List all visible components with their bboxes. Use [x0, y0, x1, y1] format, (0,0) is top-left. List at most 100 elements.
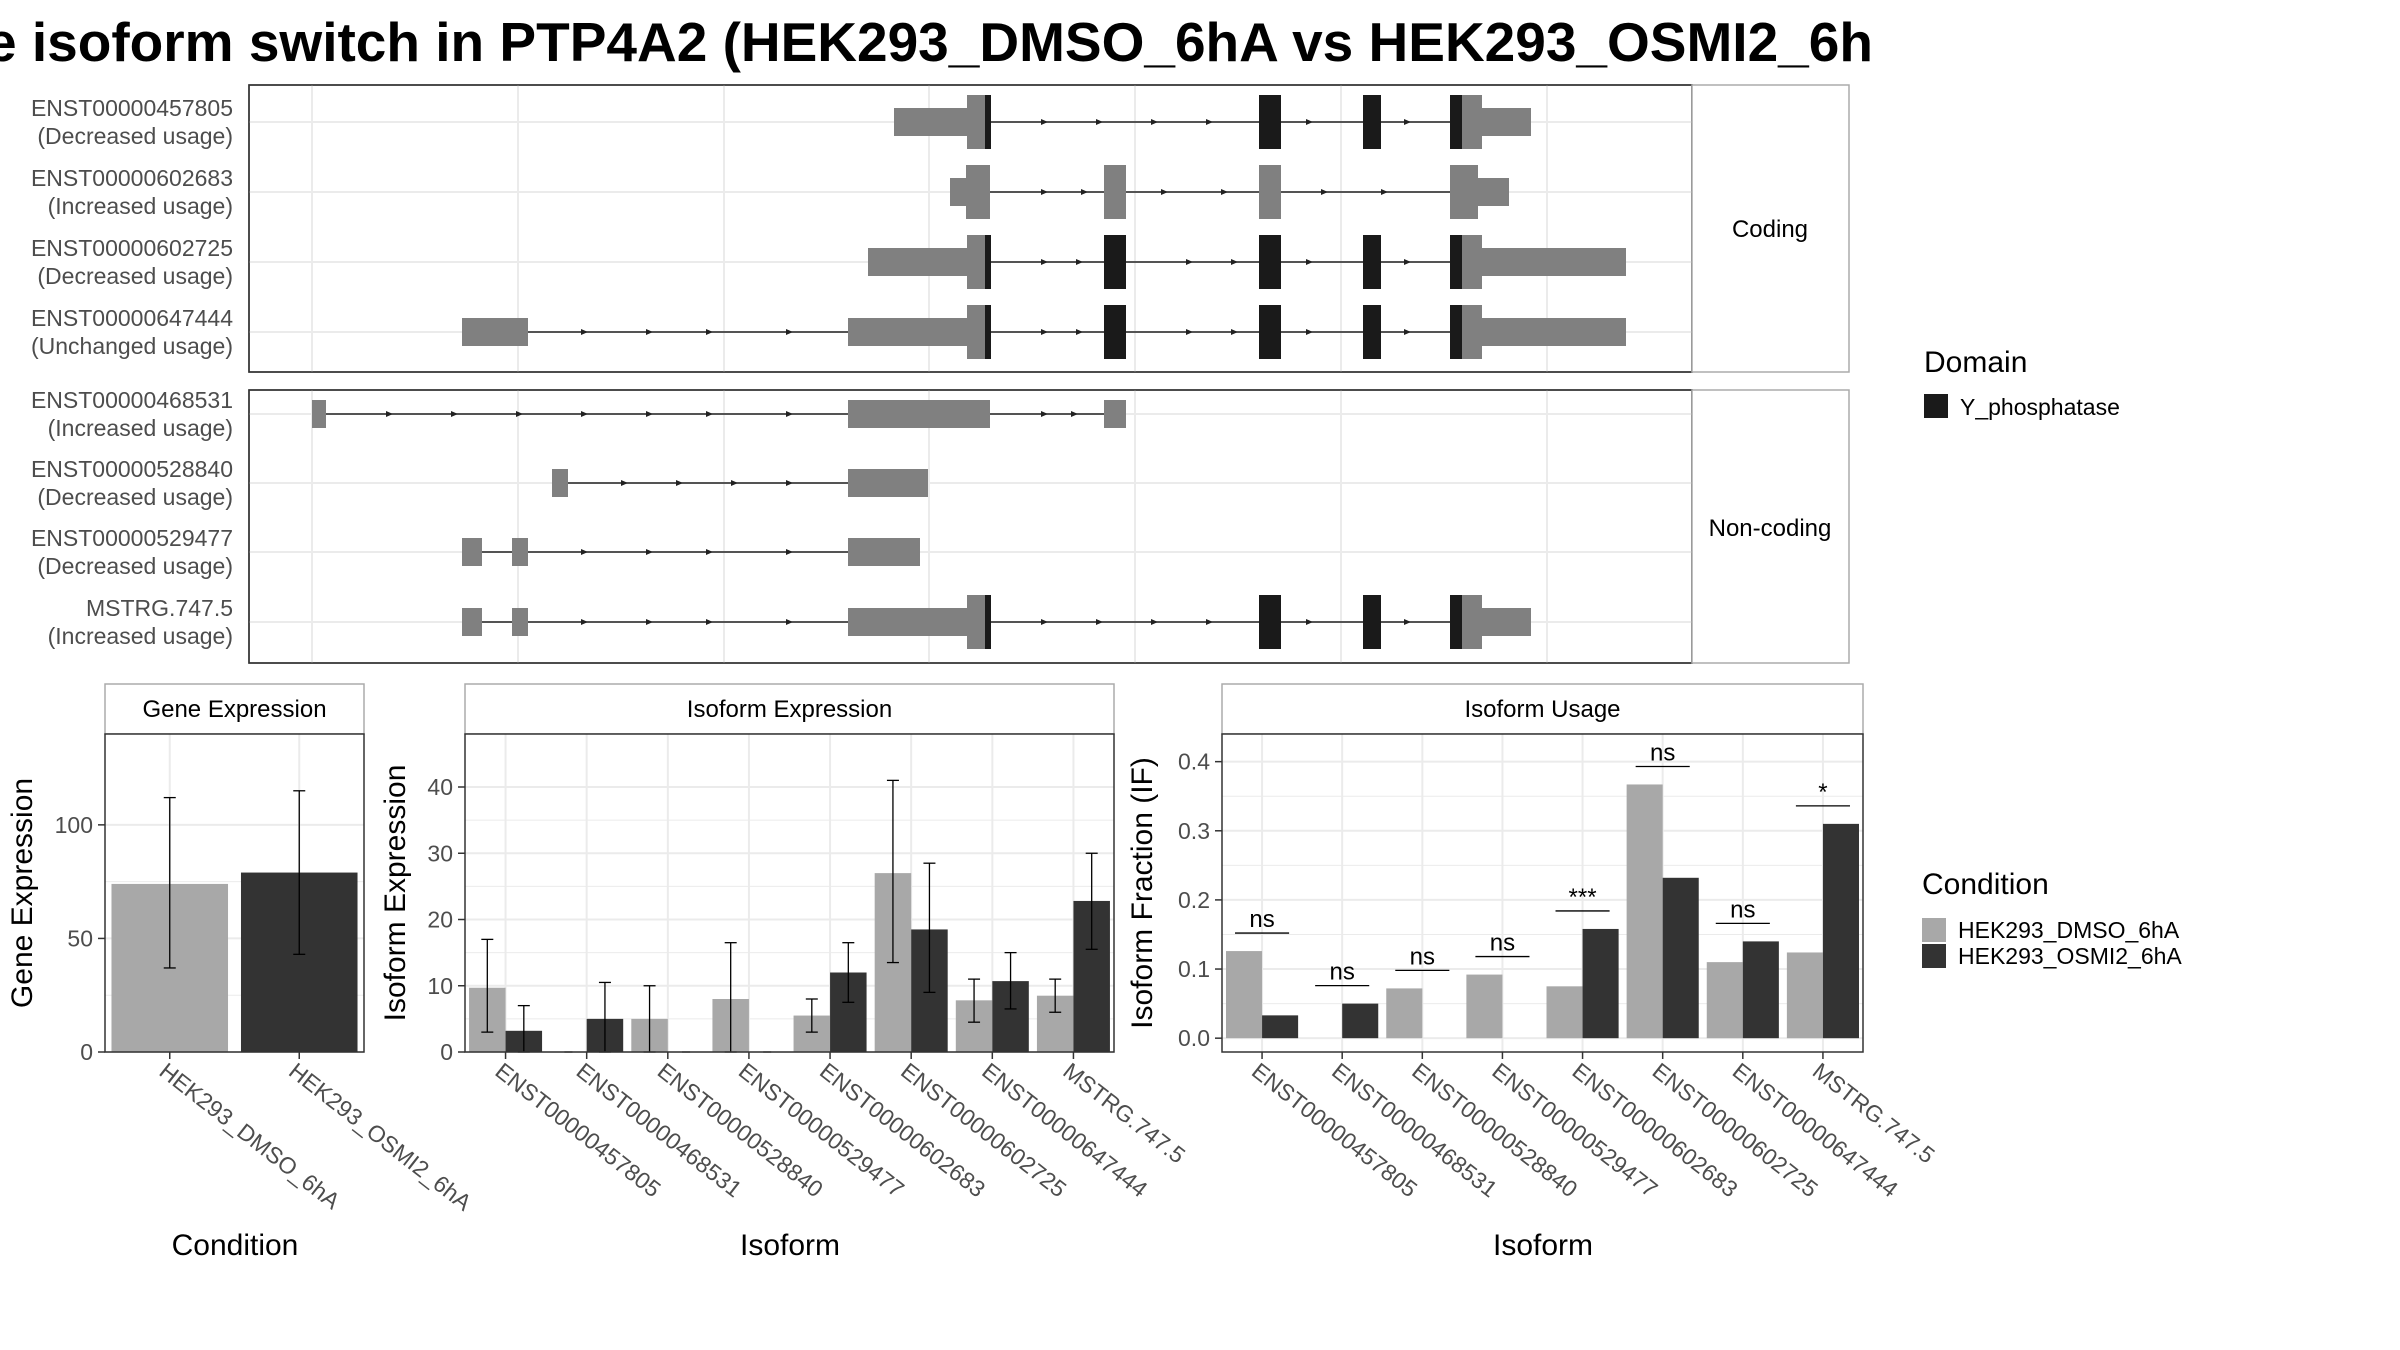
chart-strip — [1221, 683, 1864, 735]
exon — [967, 305, 989, 359]
transcript-usage-label: (Increased usage) — [48, 415, 233, 441]
domain-legend-label: Y_phosphatase — [1960, 394, 2120, 420]
strand-arrow — [581, 619, 588, 625]
exon — [1104, 400, 1126, 428]
y-tick-label: 0.1 — [1178, 956, 1210, 982]
significance-label: ns — [1650, 739, 1675, 766]
strand-arrow — [1076, 329, 1083, 335]
x-axis-title: Condition — [172, 1229, 299, 1262]
transcript-usage-label: (Decreased usage) — [37, 553, 233, 579]
strand-arrow — [1381, 189, 1388, 195]
condition-legend-title: Condition — [1922, 868, 2049, 901]
group-label: Non-coding — [1709, 515, 1832, 542]
domain-legend-title: Domain — [1924, 346, 2027, 379]
transcript-usage-label: (Decreased usage) — [37, 263, 233, 289]
bar — [1262, 1015, 1299, 1039]
y-tick-label: 20 — [427, 907, 453, 933]
strand-arrow — [1041, 411, 1048, 417]
exon — [966, 165, 990, 219]
strand-arrow — [1041, 259, 1048, 265]
transcript-id-label: MSTRG.747.5 — [86, 595, 233, 621]
strand-arrow — [786, 549, 793, 555]
strand-arrow — [786, 619, 793, 625]
coding-strip — [1691, 84, 1850, 373]
strand-arrow — [1041, 119, 1048, 125]
domain-exon — [985, 595, 991, 649]
strand-arrow — [1231, 259, 1238, 265]
bar — [1342, 1003, 1379, 1039]
significance-label: ns — [1249, 906, 1274, 933]
exon — [552, 469, 568, 497]
y-axis-title: Isoform Fraction (IF) — [1126, 757, 1159, 1029]
transcript-id-label: ENST00000529477 — [31, 525, 233, 551]
strand-arrow — [516, 411, 523, 417]
chart-strip — [104, 683, 365, 735]
strand-arrow — [1076, 259, 1083, 265]
strand-arrow — [786, 480, 793, 486]
x-axis-title: Isoform — [740, 1229, 840, 1262]
condition-legend-label: HEK293_OSMI2_6hA — [1958, 943, 2182, 969]
chart-panel-border — [104, 733, 365, 1053]
domain-exon — [1450, 235, 1464, 289]
exon — [1478, 108, 1531, 136]
domain-exon — [1259, 305, 1281, 359]
domain-exon — [1363, 305, 1381, 359]
y-axis-title: Isoform Expression — [379, 765, 412, 1022]
chart-title: Isoform Usage — [1464, 696, 1620, 723]
strand-arrow — [706, 549, 713, 555]
transcript-id-label: ENST00000602725 — [31, 235, 233, 261]
strand-arrow — [1206, 119, 1213, 125]
exon — [312, 400, 326, 428]
exon — [512, 608, 528, 636]
domain-exon — [1104, 305, 1126, 359]
chart-panel-border — [464, 733, 1115, 1053]
chart-title: Isoform Expression — [687, 696, 892, 723]
strand-arrow — [1404, 329, 1411, 335]
bar — [1822, 823, 1859, 1039]
strand-arrow — [1306, 329, 1313, 335]
exon — [1478, 608, 1531, 636]
significance-label: * — [1818, 779, 1827, 806]
noncoding-strip — [1691, 389, 1850, 664]
strand-arrow — [1404, 619, 1411, 625]
bar — [1466, 974, 1503, 1039]
exon — [462, 608, 482, 636]
domain-exon — [1363, 595, 1381, 649]
strand-arrow — [1151, 119, 1158, 125]
strand-arrow — [1231, 329, 1238, 335]
strand-arrow — [1186, 259, 1193, 265]
transcript-id-label: ENST00000602683 — [31, 165, 233, 191]
transcript-usage-label: (Increased usage) — [48, 193, 233, 219]
strand-arrow — [1404, 259, 1411, 265]
exon — [1476, 178, 1509, 206]
domain-exon — [1259, 95, 1281, 149]
y-tick-label: 0.3 — [1178, 818, 1210, 844]
exon — [967, 95, 989, 149]
condition-legend-label: HEK293_DMSO_6hA — [1958, 917, 2180, 943]
y-axis-title: Gene Expression — [6, 778, 39, 1008]
exon — [462, 538, 482, 566]
exon — [848, 469, 928, 497]
exon — [1259, 165, 1281, 219]
strand-arrow — [646, 549, 653, 555]
transcript-usage-label: (Decreased usage) — [37, 484, 233, 510]
x-axis-title: Isoform — [1493, 1229, 1593, 1262]
strand-arrow — [1096, 619, 1103, 625]
condition-legend-swatch — [1922, 918, 1946, 942]
y-tick-label: 100 — [55, 812, 93, 838]
exon — [848, 538, 920, 566]
bar — [1546, 986, 1583, 1039]
transcript-id-label: ENST00000647444 — [31, 305, 233, 331]
strand-arrow — [1404, 119, 1411, 125]
chart-panel-border — [1221, 733, 1864, 1053]
domain-exon — [1259, 235, 1281, 289]
strand-arrow — [1321, 189, 1328, 195]
strand-arrow — [706, 411, 713, 417]
bar — [1786, 952, 1823, 1039]
significance-label: *** — [1569, 884, 1597, 911]
exon — [1462, 235, 1482, 289]
strand-arrow — [1041, 189, 1048, 195]
exon — [1478, 318, 1626, 346]
exon — [967, 235, 989, 289]
